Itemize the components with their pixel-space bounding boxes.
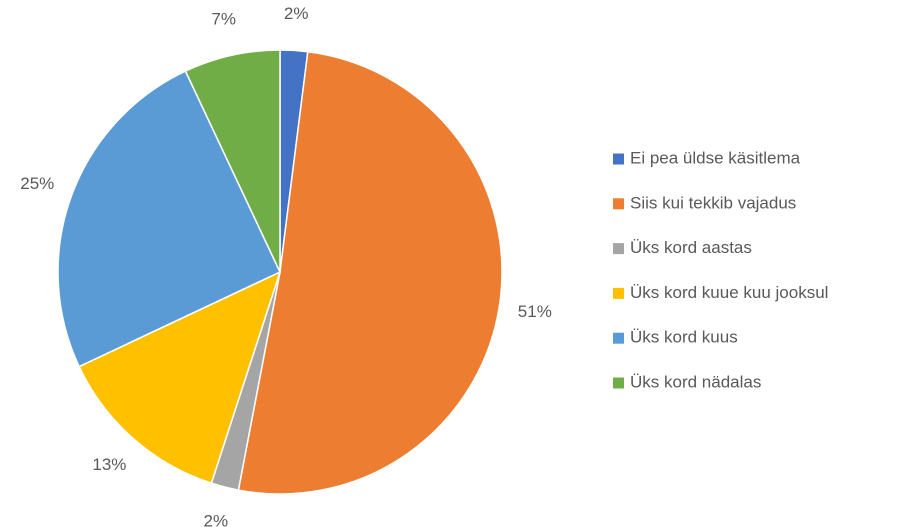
pie-slice bbox=[184, 49, 281, 273]
data-label: 2% bbox=[284, 4, 309, 23]
data-label: 7% bbox=[211, 10, 236, 29]
legend-label: Üks kord aastas bbox=[630, 238, 752, 257]
legend-label: Üks kord kuus bbox=[630, 328, 738, 347]
data-label: 51% bbox=[518, 302, 552, 321]
legend-swatch bbox=[613, 287, 624, 299]
data-label: 13% bbox=[92, 455, 126, 474]
legend-swatch bbox=[613, 332, 624, 344]
legend-swatch bbox=[613, 153, 624, 165]
legend-label: Üks kord kuue kuu jooksul bbox=[630, 283, 828, 302]
legend-label: Ei pea üldse käsitlema bbox=[630, 148, 801, 167]
legend-swatch bbox=[613, 198, 624, 210]
data-label: 2% bbox=[204, 511, 229, 527]
legend-swatch bbox=[613, 377, 624, 389]
legend-label: Üks kord nädalas bbox=[630, 372, 761, 391]
legend-label: Siis kui tekkib vajadus bbox=[630, 193, 796, 212]
data-label: 25% bbox=[20, 174, 54, 193]
pie-slice bbox=[57, 70, 281, 368]
legend-swatch bbox=[613, 243, 624, 255]
pie-slice bbox=[78, 270, 282, 485]
pie-slice bbox=[237, 50, 503, 495]
